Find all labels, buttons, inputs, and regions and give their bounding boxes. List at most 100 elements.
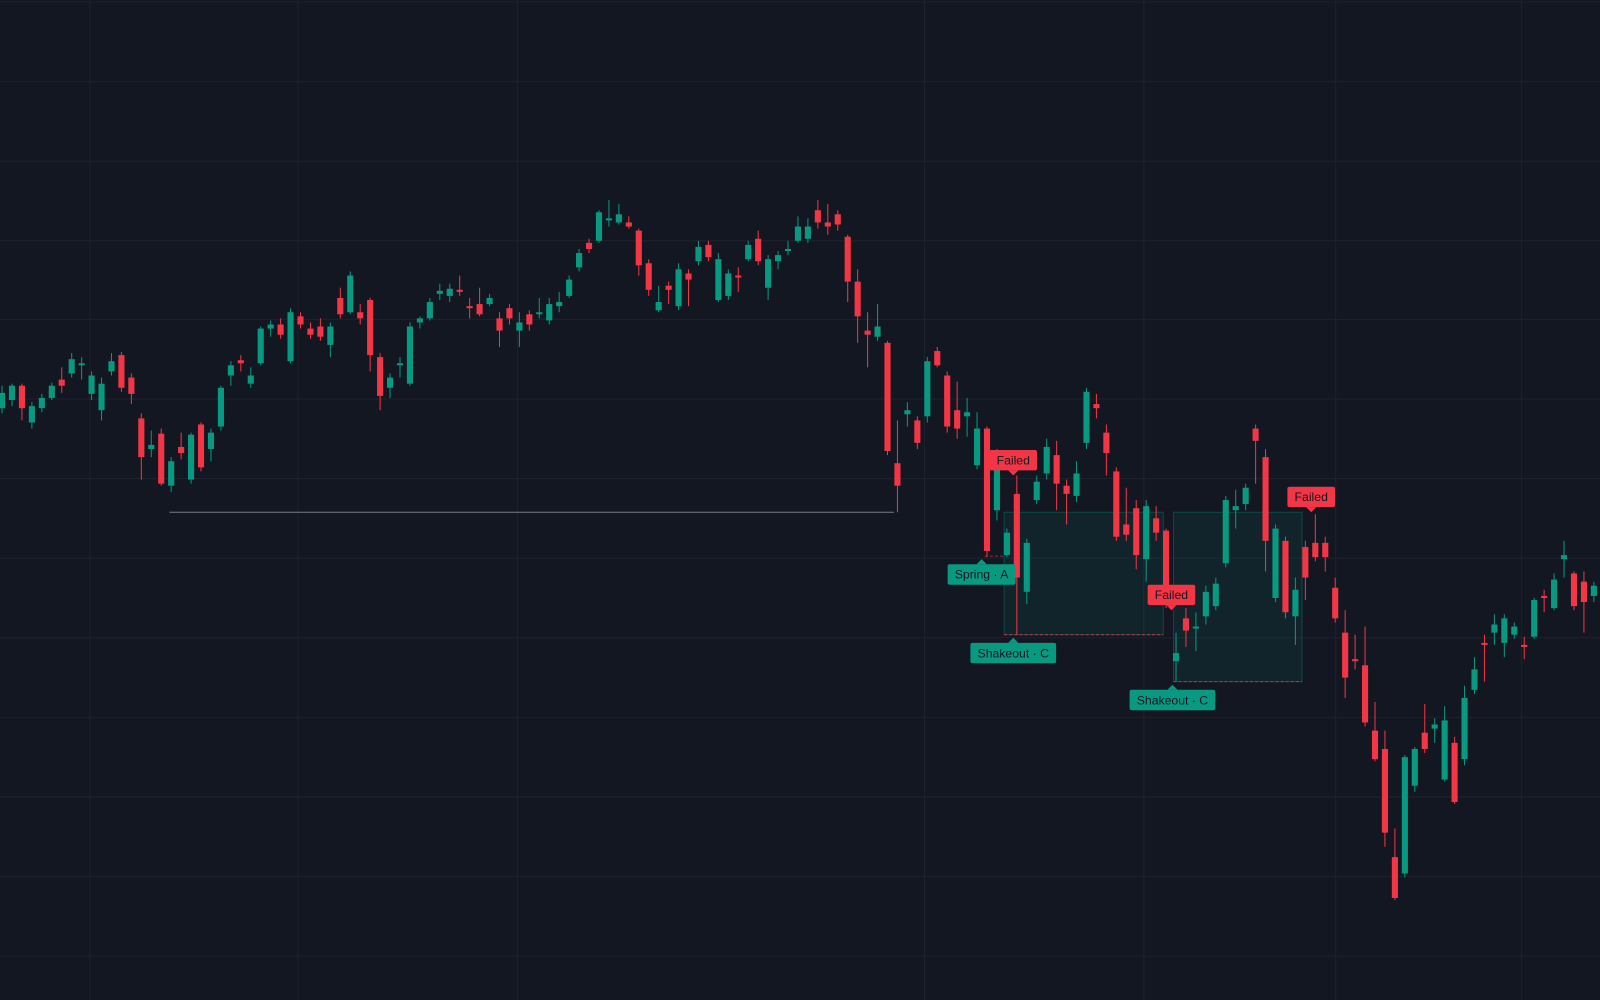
candle-body — [1481, 642, 1488, 645]
candle — [1491, 614, 1498, 645]
candle-body — [48, 385, 55, 398]
candle-body — [854, 281, 861, 317]
candle — [1590, 581, 1597, 603]
annotation-pointer — [1166, 605, 1177, 611]
candle — [1431, 718, 1438, 743]
candle-body — [486, 297, 493, 305]
candle — [128, 373, 135, 405]
candle — [406, 322, 414, 386]
candle-body — [436, 290, 443, 294]
candle-body — [1322, 542, 1329, 558]
candle — [1521, 636, 1528, 660]
candle — [954, 381, 961, 439]
candle-body — [595, 212, 603, 241]
candle-body — [735, 275, 742, 278]
candle-body — [1312, 542, 1319, 558]
candle-body — [267, 324, 274, 329]
candle — [924, 357, 931, 423]
candle — [1501, 614, 1508, 658]
candle — [237, 355, 244, 372]
candle-body — [1003, 532, 1010, 556]
candle-body — [1202, 591, 1209, 617]
candle — [98, 377, 105, 421]
candle — [735, 267, 742, 292]
candle — [0, 385, 6, 414]
candle-body — [1560, 555, 1568, 560]
candle — [725, 269, 732, 300]
candle-body — [1352, 659, 1359, 662]
candle-body — [88, 375, 95, 394]
candle-body — [108, 361, 115, 372]
candle-body — [197, 424, 205, 468]
candle — [546, 297, 553, 325]
candle-body — [834, 214, 841, 225]
candle-body — [327, 326, 334, 345]
annotation-label: Failed — [1295, 490, 1329, 504]
candle-body — [844, 236, 851, 282]
candle-body — [1172, 653, 1180, 662]
candle-body — [247, 375, 254, 384]
candle — [367, 297, 374, 372]
candle-body — [1033, 481, 1040, 500]
candle — [1471, 657, 1478, 694]
candle-body — [337, 297, 344, 315]
candle-body — [576, 253, 583, 268]
candle-body — [934, 351, 941, 366]
candle — [386, 373, 394, 398]
candle-body — [357, 312, 364, 319]
annotation: Shakeout · C — [970, 637, 1057, 664]
candle-body — [18, 385, 25, 409]
candle — [645, 259, 652, 296]
candle-body — [1471, 669, 1478, 690]
candle — [1481, 634, 1488, 682]
candle — [78, 357, 85, 380]
candle-body — [1043, 446, 1050, 474]
candle-body — [347, 275, 354, 313]
candle — [227, 361, 234, 386]
candle — [814, 200, 821, 229]
candle — [675, 263, 682, 311]
annotation-label: Failed — [1155, 588, 1189, 602]
candle — [1322, 536, 1329, 572]
candle-body — [1252, 428, 1259, 441]
candle-body — [207, 432, 215, 449]
candle — [1560, 540, 1568, 578]
candle — [1073, 461, 1080, 503]
candle — [894, 420, 901, 513]
candle-body — [1511, 626, 1518, 635]
candle-body — [605, 218, 612, 221]
candle — [1013, 475, 1020, 635]
candle — [217, 385, 224, 431]
candle-body — [1391, 857, 1398, 898]
annotation: Failed — [989, 450, 1038, 476]
candle-body — [546, 304, 553, 321]
candle-body — [804, 226, 811, 239]
candle — [247, 367, 254, 388]
candle — [88, 371, 95, 400]
candle-body — [148, 444, 155, 449]
candle-body — [725, 273, 732, 296]
candle — [178, 432, 185, 460]
candle — [1063, 479, 1070, 525]
candle — [1143, 500, 1150, 582]
candle-body — [745, 244, 752, 260]
annotation: Spring · A — [947, 559, 1016, 585]
candle-body — [188, 434, 195, 480]
candle-body — [914, 420, 921, 443]
candle — [38, 393, 45, 413]
candle-body — [426, 302, 433, 319]
candle-body — [645, 263, 652, 290]
candle-body — [973, 428, 981, 466]
candle — [456, 275, 463, 296]
candle-body — [695, 246, 702, 262]
annotation-pointer — [1008, 470, 1019, 476]
candle-body — [1262, 457, 1269, 541]
candle — [267, 320, 274, 337]
candle-body — [1133, 508, 1140, 556]
candle — [1222, 495, 1229, 568]
annotation-pointer — [976, 559, 987, 565]
candle — [1123, 487, 1130, 541]
candle-body — [993, 459, 1000, 511]
candle-body — [964, 412, 971, 417]
candle — [416, 316, 423, 329]
